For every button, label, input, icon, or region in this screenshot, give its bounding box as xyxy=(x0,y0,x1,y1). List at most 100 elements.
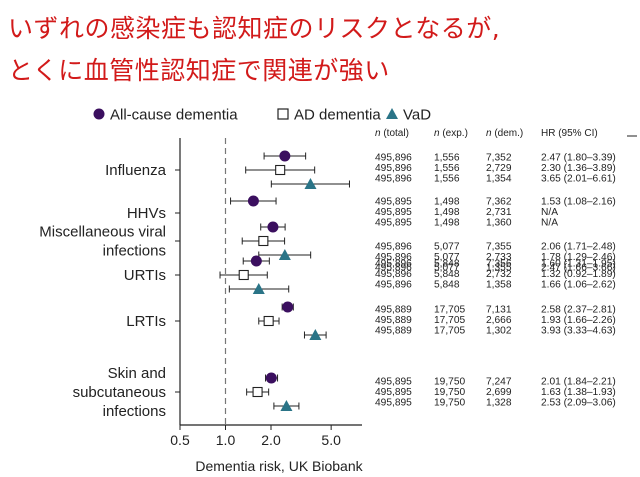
table-n-dem: 2,732 xyxy=(486,269,512,280)
x-axis-label: Dementia risk, UK Biobank xyxy=(195,458,363,474)
table-n-total: 495,889 xyxy=(375,305,412,316)
table-n-dem: 1,358 xyxy=(486,280,512,291)
point-all-cause xyxy=(279,150,291,162)
point-ad xyxy=(238,269,249,281)
table-hr: 1.93 (1.66–2.26) xyxy=(541,315,616,326)
point-vad xyxy=(278,249,291,260)
point-all-cause xyxy=(265,372,277,384)
table-hr: 2.01 (1.84–2.21) xyxy=(541,377,616,388)
group-label: infections xyxy=(103,243,166,260)
table-n-total: 495,895 xyxy=(375,207,412,218)
table-n-dem: 1,360 xyxy=(486,218,512,229)
table-n-dem: 1,328 xyxy=(486,398,512,409)
group-label: URTIs xyxy=(124,267,166,284)
table-n-dem: 2,729 xyxy=(486,163,512,174)
table-n-total: 495,896 xyxy=(375,269,412,280)
table-n-dem: 7,355 xyxy=(486,242,512,253)
point-all-cause xyxy=(250,255,262,267)
table-n-dem: 1,355 xyxy=(486,263,512,274)
table-hr: 1.78 (1.29–2.46) xyxy=(541,252,616,263)
table-n-dem: 1,354 xyxy=(486,174,512,185)
table-n-dem: 2,733 xyxy=(486,252,512,263)
group-label: Skin and xyxy=(108,365,166,382)
point-ad xyxy=(275,164,286,176)
table-n-dem: 2,666 xyxy=(486,315,512,326)
point-vad xyxy=(309,329,322,340)
table-n-dem: 1,302 xyxy=(486,326,512,337)
table-n-dem: 2,731 xyxy=(486,207,512,218)
group-label: infections xyxy=(103,403,166,420)
table-hr: 1.60 (1.31–1.95) xyxy=(541,259,616,270)
table-hr: 1.53 (1.08–2.16) xyxy=(541,197,616,208)
table-n-total: 495,896 xyxy=(375,252,412,263)
table-n-exp: 5,848 xyxy=(434,269,460,280)
table-hr: 1.63 (1.38–1.93) xyxy=(541,387,616,398)
table-n-exp: 1,498 xyxy=(434,218,460,229)
group-label: LRTIs xyxy=(126,313,166,330)
table-n-dem: 7,352 xyxy=(486,153,512,164)
table-n-total: 495,895 xyxy=(375,218,412,229)
table-n-total: 495,895 xyxy=(375,387,412,398)
group-label: HHVs xyxy=(127,205,166,222)
x-tick-label: 2.0 xyxy=(261,432,281,448)
legend-label: AD dementia xyxy=(294,107,381,124)
headline-line-1: いずれの感染症も認知症のリスクとなるが, xyxy=(8,14,501,43)
table-hr: N/A xyxy=(541,207,558,218)
table-n-total: 495,889 xyxy=(375,315,412,326)
point-ad xyxy=(258,235,269,247)
group-label: Miscellaneous viral xyxy=(39,224,166,241)
table-n-exp: 17,705 xyxy=(434,305,465,316)
table-hr: 2.53 (2.09–3.06) xyxy=(541,398,616,409)
legend-marker-vad xyxy=(386,108,398,119)
group-label: Influenza xyxy=(105,162,167,179)
table-n-total: 495,896 xyxy=(375,263,412,274)
legend-label: All-cause dementia xyxy=(110,107,238,124)
table-n-exp: 17,705 xyxy=(434,326,465,337)
table-hr: 2.06 (1.71–2.48) xyxy=(541,242,616,253)
table-n-exp: 5,077 xyxy=(434,252,460,263)
table-hr: 1.66 (1.06–2.62) xyxy=(541,280,616,291)
table-n-total: 495,896 xyxy=(375,280,412,291)
x-tick-label: 1.0 xyxy=(216,432,236,448)
table-n-exp: 19,750 xyxy=(434,377,465,388)
point-ad xyxy=(263,315,274,327)
column-header: HR (95% CI) xyxy=(541,128,598,139)
column-header: n (total) xyxy=(375,128,409,139)
point-all-cause xyxy=(282,301,294,313)
legend-marker-ad xyxy=(277,108,289,120)
table-n-total: 495,895 xyxy=(375,197,412,208)
table-n-exp: 1,498 xyxy=(434,207,460,218)
table-n-dem: 7,362 xyxy=(486,197,512,208)
legend-marker-all-cause xyxy=(93,108,105,120)
table-n-total: 495,896 xyxy=(375,163,412,174)
table-n-dem: 2,699 xyxy=(486,387,512,398)
table-n-exp: 5,077 xyxy=(434,263,460,274)
table-n-total: 495,896 xyxy=(375,259,412,270)
table-hr: 2.47 (1.66–3.66) xyxy=(541,263,616,274)
table-n-dem: 7,131 xyxy=(486,305,512,316)
point-all-cause xyxy=(247,195,259,207)
table-hr: 2.47 (1.80–3.39) xyxy=(541,153,616,164)
x-tick-label: 0.5 xyxy=(170,432,190,448)
point-all-cause xyxy=(267,221,279,233)
x-tick-label: 5.0 xyxy=(321,432,341,448)
column-header: n (dem.) xyxy=(486,128,523,139)
table-n-total: 495,896 xyxy=(375,153,412,164)
table-hr: N/A xyxy=(541,218,558,229)
table-n-exp: 1,498 xyxy=(434,197,460,208)
table-n-total: 495,896 xyxy=(375,174,412,185)
group-label: subcutaneous xyxy=(73,384,166,401)
table-hr: 3.65 (2.01–6.61) xyxy=(541,174,616,185)
table-n-total: 495,896 xyxy=(375,242,412,253)
column-header: n (exp.) xyxy=(434,128,468,139)
table-n-dem: 7,356 xyxy=(486,259,512,270)
table-n-total: 495,895 xyxy=(375,398,412,409)
table-n-exp: 19,750 xyxy=(434,387,465,398)
table-n-total: 495,889 xyxy=(375,326,412,337)
point-vad xyxy=(280,400,293,411)
table-n-total: 495,895 xyxy=(375,377,412,388)
headline-line-2: とくに血管性認知症で関連が強い xyxy=(8,56,390,85)
table-n-exp: 17,705 xyxy=(434,315,465,326)
table-hr: 1.32 (0.92–1.89) xyxy=(541,269,616,280)
table-n-exp: 1,556 xyxy=(434,174,460,185)
